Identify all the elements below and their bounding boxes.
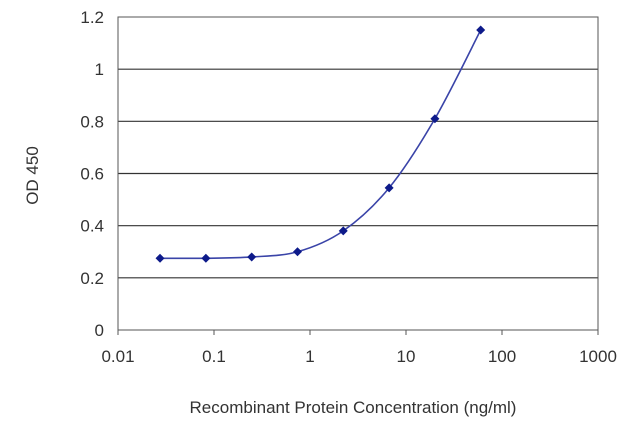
- data-point: [155, 253, 165, 263]
- x-tick-label: 100: [488, 347, 516, 366]
- y-axis-label: OD 450: [23, 146, 42, 205]
- x-tick-label: 0.1: [202, 347, 226, 366]
- y-tick-label: 0: [95, 321, 104, 340]
- data-point: [476, 25, 486, 35]
- plot-area: [117, 16, 599, 331]
- series-line: [160, 29, 482, 260]
- y-tick-label: 0.8: [80, 112, 104, 131]
- gridlines: [118, 68, 598, 279]
- data-point: [384, 183, 394, 193]
- data-point: [201, 253, 211, 263]
- x-tick-label: 10: [397, 347, 416, 366]
- x-tick-label: 1000: [579, 347, 617, 366]
- data-point: [293, 247, 303, 257]
- x-axis: 0.01 0.1 1 10 100 1000: [101, 330, 617, 366]
- data-points: [155, 25, 486, 263]
- y-tick-label: 1: [95, 60, 104, 79]
- y-tick-label: 0.6: [80, 165, 104, 184]
- y-tick-label: 0.4: [80, 217, 104, 236]
- data-point: [430, 114, 440, 124]
- x-tick-label: 0.01: [101, 347, 134, 366]
- y-tick-label: 0.2: [80, 269, 104, 288]
- x-axis-label: Recombinant Protein Concentration (ng/ml…: [190, 398, 517, 417]
- y-tick-label: 1.2: [80, 8, 104, 27]
- data-point: [247, 252, 257, 262]
- y-axis: 0 0.2 0.4 0.6 0.8 1 1.2: [80, 8, 104, 340]
- data-point: [338, 226, 348, 236]
- x-tick-label: 1: [305, 347, 314, 366]
